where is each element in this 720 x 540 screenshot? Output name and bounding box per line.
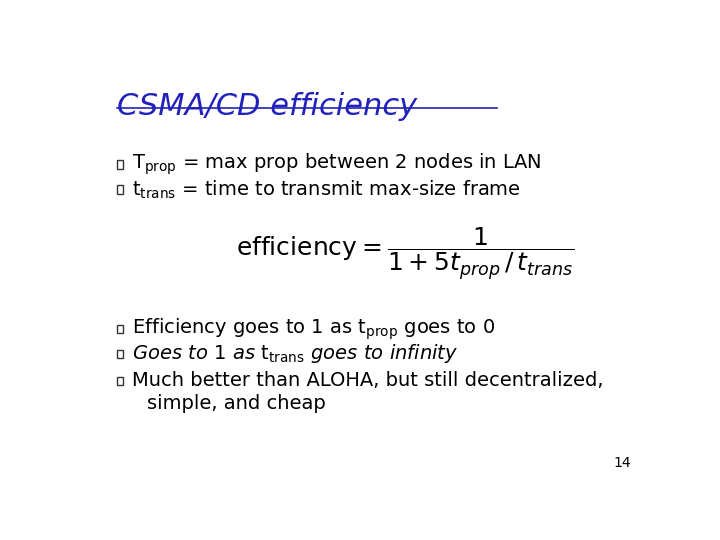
- Bar: [117, 185, 124, 194]
- Text: simple, and cheap: simple, and cheap: [148, 394, 326, 413]
- Text: $\mathrm{T_{prop}}$ = max prop between 2 nodes in LAN: $\mathrm{T_{prop}}$ = max prop between 2…: [132, 152, 541, 177]
- Text: CSMA/CD efficiency: CSMA/CD efficiency: [117, 92, 417, 121]
- Text: $\mathrm{t_{trans}}$ = time to transmit max-size frame: $\mathrm{t_{trans}}$ = time to transmit …: [132, 178, 521, 201]
- Bar: [117, 377, 124, 385]
- Bar: [117, 325, 124, 333]
- Bar: [117, 160, 124, 168]
- Text: Efficiency goes to 1 as $\mathrm{t_{prop}}$ goes to 0: Efficiency goes to 1 as $\mathrm{t_{prop…: [132, 316, 495, 342]
- Text: 14: 14: [613, 456, 631, 470]
- Text: $\mathit{Goes\ to\ 1\ as\ }$$\mathrm{t_{trans}}$$\mathit{\ goes\ to\ infinity}$: $\mathit{Goes\ to\ 1\ as\ }$$\mathrm{t_{…: [132, 342, 458, 365]
- Text: Much better than ALOHA, but still decentralized,: Much better than ALOHA, but still decent…: [132, 372, 603, 390]
- Text: $\mathrm{efficiency} = \dfrac{1}{1+5t_{prop}\,/\,t_{trans}}$: $\mathrm{efficiency} = \dfrac{1}{1+5t_{p…: [236, 226, 575, 282]
- Bar: [117, 349, 124, 358]
